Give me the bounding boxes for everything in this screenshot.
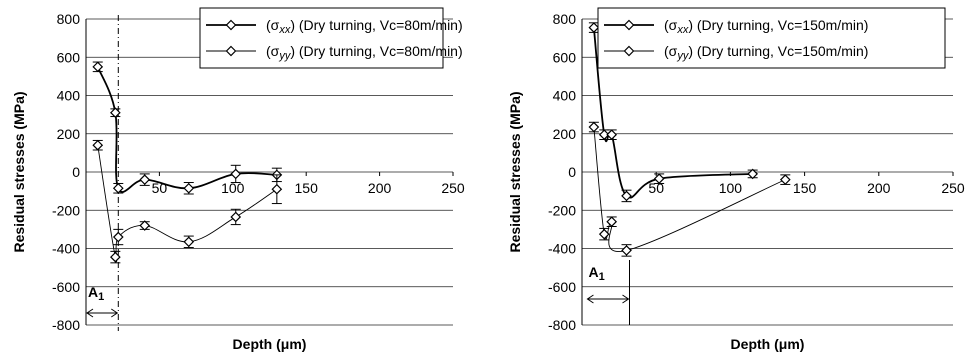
data-point-marker — [588, 121, 600, 133]
legend-entry: (σyy) (Dry turning, Vc=150m/min) — [664, 43, 868, 62]
legend-label-start: (σ — [266, 43, 280, 59]
data-point-marker — [598, 129, 610, 141]
data-point-marker — [653, 173, 665, 185]
annotation-subscript: 1 — [98, 291, 104, 303]
annotation-arrowhead-left — [86, 308, 94, 318]
y-tick-label: 600 — [57, 49, 81, 65]
data-point-marker — [747, 168, 759, 180]
data-point-marker — [230, 168, 242, 180]
data-point-marker — [139, 174, 151, 185]
annotation-arrowhead-left — [586, 294, 594, 304]
legend-swatch-marker — [225, 45, 237, 57]
annotation-label: A1 — [88, 284, 104, 303]
annotation-arrowhead-right — [111, 308, 119, 318]
x-tick-label: 200 — [867, 180, 891, 196]
legend-label-subscript: yy — [676, 50, 690, 62]
y-tick-label: -800 — [52, 317, 80, 333]
data-point-marker — [779, 174, 791, 185]
legend-label-start: (σ — [266, 17, 280, 33]
data-point-marker — [588, 22, 600, 33]
legend-swatch-marker — [225, 19, 237, 31]
y-tick-label: -200 — [52, 202, 80, 218]
x-axis-title: Depth (μm) — [731, 336, 805, 352]
y-tick-label: -600 — [52, 279, 80, 295]
legend-entry: (σyy) (Dry turning, Vc=80m/min) — [266, 43, 463, 62]
series-line-sigma-xx — [592, 27, 753, 199]
data-point-marker — [110, 251, 121, 263]
legend-label-rest: ) (Dry turning, Vc=150m/min) — [688, 17, 868, 33]
y-tick-label: 200 — [553, 126, 577, 142]
legend-label-start: (σ — [664, 43, 678, 59]
chart-vc150: 800 600 400 200 0 -200 -400 -600 -800 50 100 150 200… — [507, 7, 965, 352]
legend-swatch-marker — [623, 45, 635, 57]
data-point-marker — [112, 231, 124, 243]
legend-label-rest: ) (Dry turning, Vc=80m/min) — [290, 43, 462, 59]
annotation-subscript: 1 — [599, 271, 605, 283]
legend-label-subscript: xx — [676, 24, 689, 36]
y-tick-label: 200 — [57, 126, 81, 142]
x-tick-label: 200 — [368, 180, 392, 196]
legend-box — [597, 7, 946, 69]
x-tick-label: 150 — [295, 180, 319, 196]
legend-label-rest: ) (Dry turning, Vc=150m/min) — [688, 43, 868, 59]
data-point-marker — [110, 107, 121, 119]
data-point-marker — [183, 182, 195, 194]
data-point-marker — [621, 245, 632, 256]
y-axis-title: Residual stresses (MPa) — [507, 91, 523, 252]
data-point-marker — [606, 129, 618, 141]
y-tick-label: -800 — [548, 317, 576, 333]
data-point-marker — [112, 182, 124, 194]
y-tick-label: 400 — [553, 88, 577, 104]
legend-swatch-marker — [623, 19, 635, 31]
x-tick-label: 250 — [441, 180, 465, 196]
legend-entry: (σxx) (Dry turning, Vc=80m/min) — [266, 17, 463, 36]
y-tick-label: 0 — [568, 164, 576, 180]
y-tick-label: -600 — [548, 279, 576, 295]
y-tick-label: 400 — [57, 88, 81, 104]
annotation-label: A1 — [588, 264, 604, 283]
y-tick-label: 800 — [553, 11, 577, 27]
data-point-marker — [621, 190, 632, 202]
y-tick-label: 600 — [553, 49, 577, 65]
x-axis-title: Depth (μm) — [233, 336, 307, 352]
data-point-marker — [183, 236, 195, 248]
data-point-marker — [139, 220, 151, 231]
x-tick-label: 150 — [793, 180, 817, 196]
x-tick-label: 250 — [941, 180, 965, 196]
data-point-marker — [92, 61, 104, 73]
annotation-letter: A — [588, 264, 598, 280]
y-tick-label: -400 — [548, 241, 576, 257]
y-tick-label: -400 — [52, 241, 80, 257]
legend-box — [199, 7, 444, 69]
series-line-sigma-xx — [96, 66, 277, 193]
legend-entry: (σxx) (Dry turning, Vc=150m/min) — [664, 17, 868, 36]
legend-label-start: (σ — [664, 17, 678, 33]
y-tick-label: 800 — [57, 11, 81, 27]
x-tick-label: 50 — [648, 180, 664, 196]
legend-label-subscript: xx — [278, 24, 291, 36]
data-point-marker — [606, 216, 618, 228]
legend-label-subscript: yy — [278, 50, 292, 62]
annotation-arrowhead-right — [622, 294, 630, 304]
data-point-marker — [230, 211, 242, 223]
y-tick-label: 0 — [72, 164, 80, 180]
annotation-letter: A — [88, 284, 98, 300]
data-point-marker — [271, 183, 283, 195]
legend-label-rest: ) (Dry turning, Vc=80m/min) — [290, 17, 462, 33]
y-tick-label: -200 — [548, 202, 576, 218]
data-point-marker — [92, 139, 104, 151]
x-tick-label: 100 — [221, 180, 245, 196]
data-point-marker — [598, 228, 610, 240]
y-axis-title: Residual stresses (MPa) — [11, 91, 27, 252]
x-tick-label: 100 — [719, 180, 743, 196]
